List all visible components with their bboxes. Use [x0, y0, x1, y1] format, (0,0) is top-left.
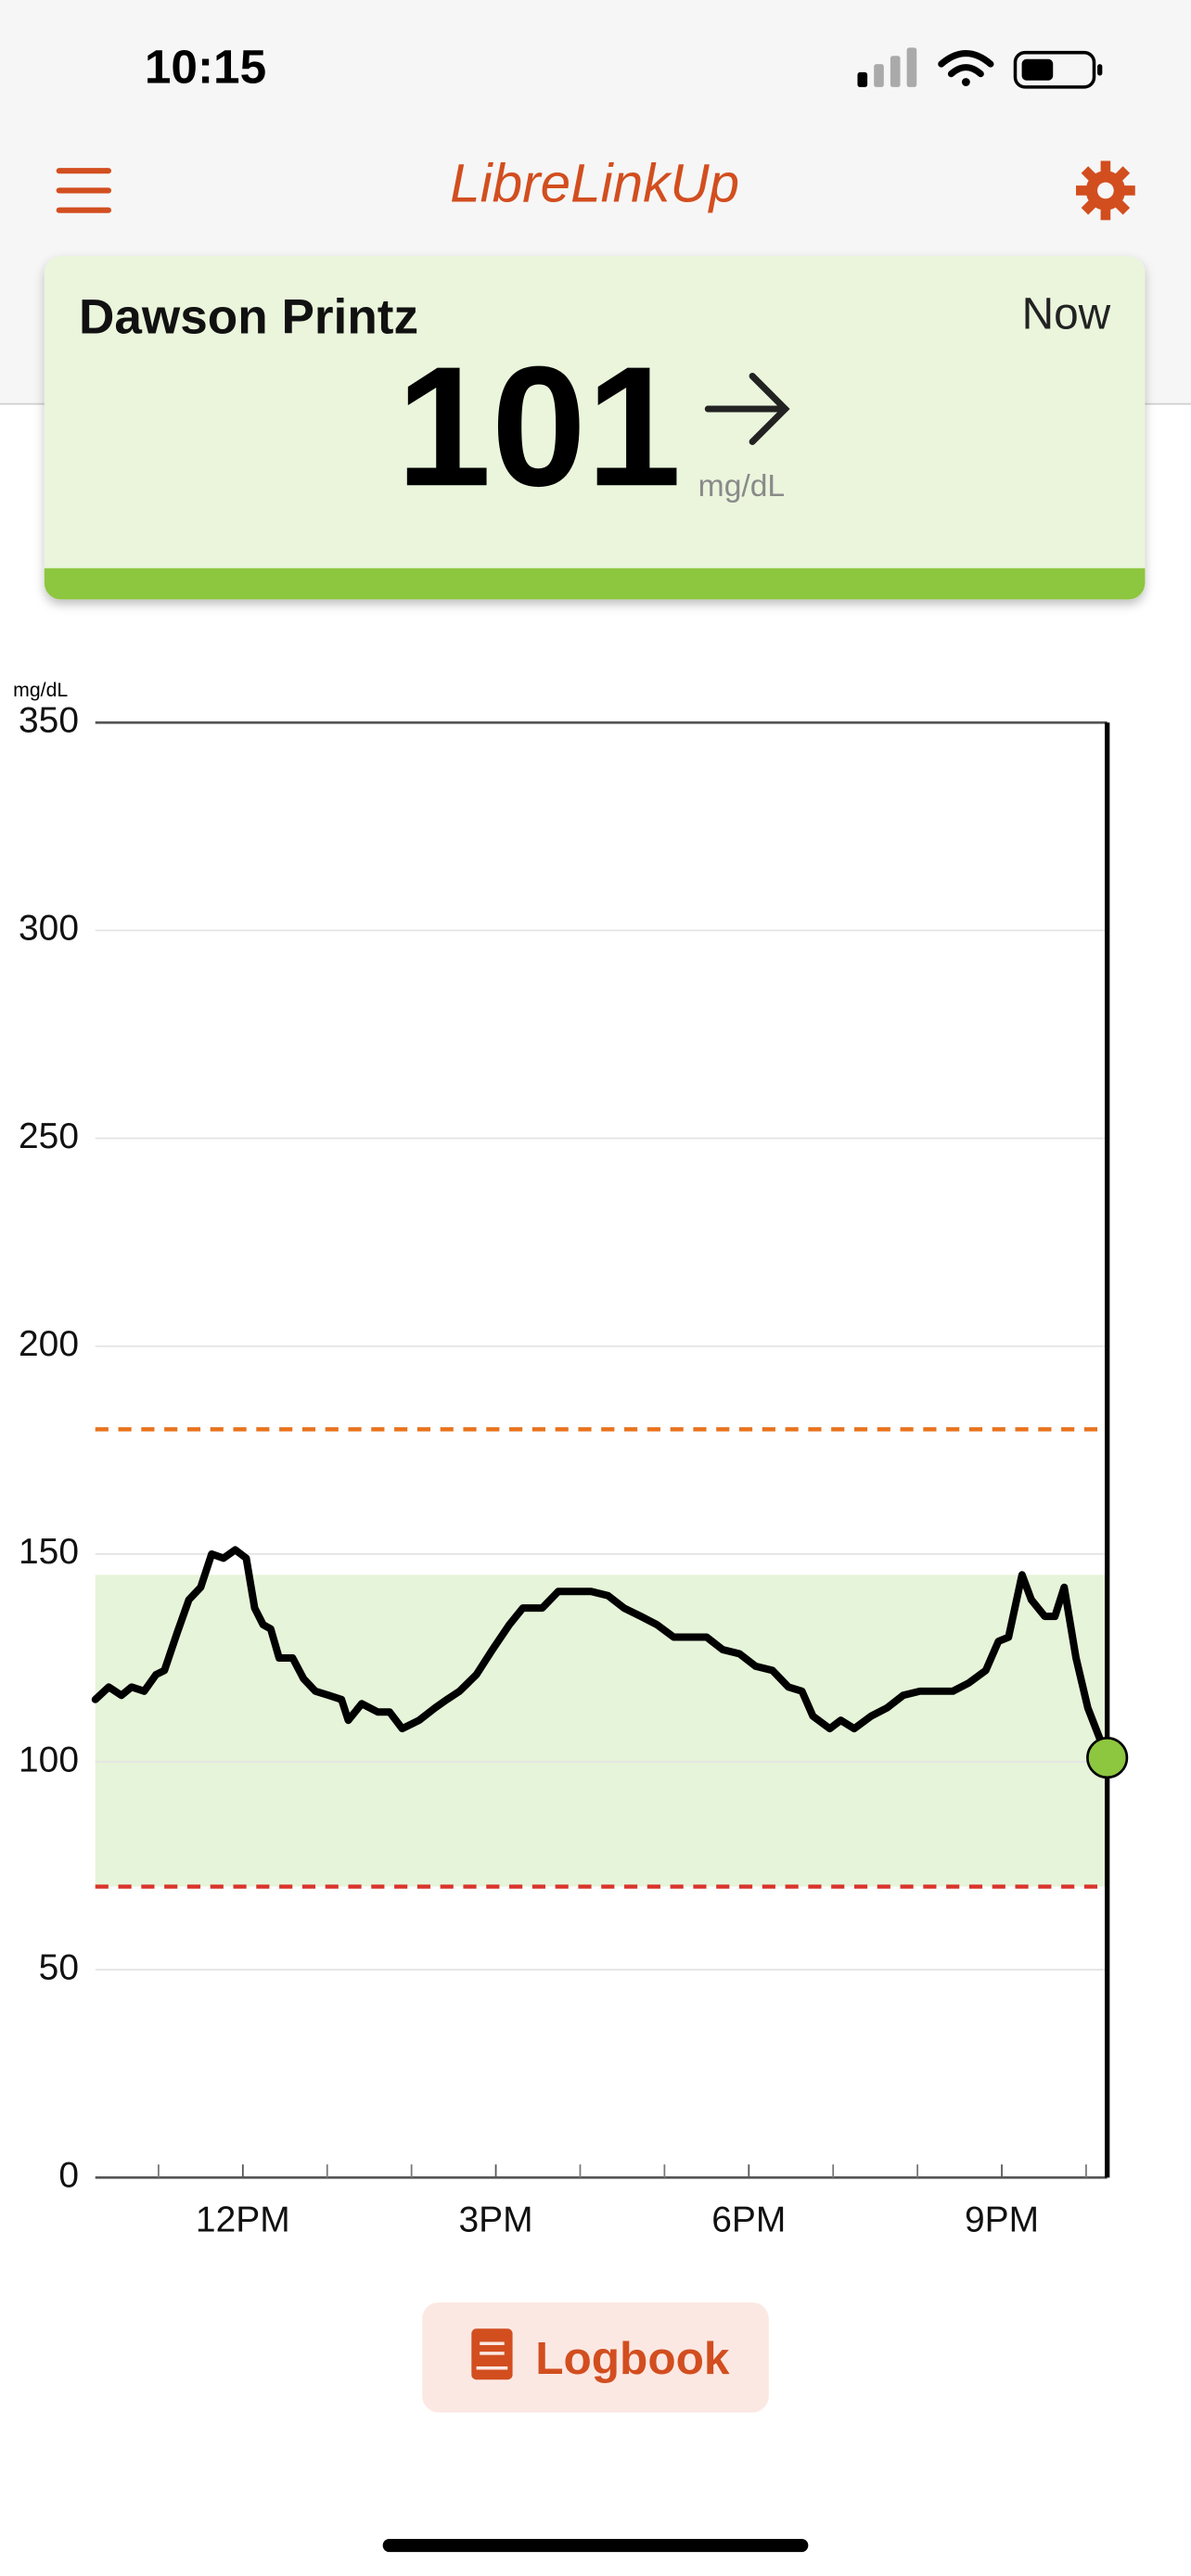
reading-card[interactable]	[44, 256, 1146, 600]
x-tick-label: 9PM	[965, 2200, 1039, 2239]
glucose-value: 101	[396, 331, 681, 522]
battery-icon	[1013, 50, 1103, 89]
settings-button[interactable]	[1076, 160, 1135, 221]
wifi-icon	[938, 50, 994, 86]
glucose-unit: mg/dL	[698, 469, 785, 504]
x-tick-label: 12PM	[196, 2200, 290, 2239]
y-tick-label: 300	[19, 909, 79, 949]
y-tick-label: 200	[19, 1324, 79, 1364]
home-indicator	[382, 2538, 809, 2553]
logbook-button[interactable]: Logbook	[422, 2302, 769, 2413]
patient-name: Dawson Printz	[79, 289, 418, 344]
y-tick-label: 150	[19, 1532, 79, 1572]
menu-button[interactable]	[56, 168, 111, 213]
y-tick-label: 50	[39, 1947, 79, 1987]
target-range-band	[95, 1575, 1108, 1887]
y-tick-label: 250	[19, 1116, 79, 1156]
y-tick-label: 350	[19, 701, 79, 741]
y-tick-label: 100	[19, 1740, 79, 1779]
status-time: 10:15	[145, 41, 266, 94]
glucose-line	[91, 1546, 1111, 1762]
current-reading-dot	[1086, 1736, 1129, 1779]
signal-icon	[857, 47, 917, 87]
app-title: LibreLinkUp	[450, 153, 739, 213]
x-tick-label: 3PM	[459, 2200, 533, 2239]
logbook-label[interactable]: Logbook	[535, 2332, 730, 2384]
y-tick-label: 0	[58, 2156, 79, 2196]
glucose-chart: 0 50 100 150 200 250 300 350 12PM 3PM 6PM 9PM	[19, 701, 1129, 2239]
trend-arrow	[704, 373, 790, 445]
x-tick-label: 6PM	[711, 2200, 786, 2239]
y-axis-unit: mg/dL	[13, 679, 68, 701]
reading-time: Now	[1022, 289, 1111, 338]
